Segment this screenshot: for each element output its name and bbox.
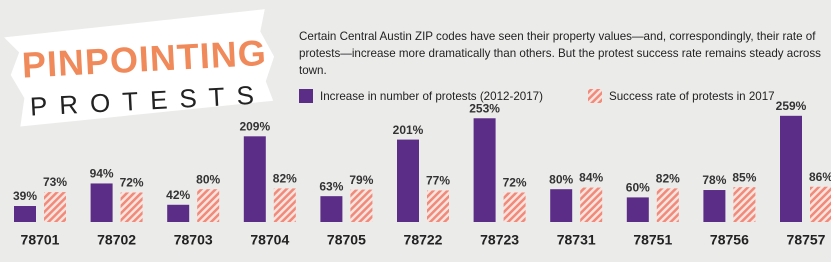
x-tick-label: 78751	[633, 232, 672, 248]
x-tick-label: 78702	[97, 232, 136, 248]
bar	[580, 187, 603, 222]
bar	[320, 196, 343, 222]
value-label: 80%	[549, 172, 573, 186]
value-label: 39%	[13, 189, 37, 203]
value-label: 42%	[166, 188, 190, 202]
value-label: 78%	[702, 173, 726, 187]
bar	[14, 206, 36, 222]
bar	[626, 197, 649, 222]
value-label: 85%	[732, 170, 756, 184]
value-label: 201%	[393, 123, 424, 137]
value-label: 63%	[319, 179, 343, 193]
value-label: 72%	[503, 176, 527, 190]
value-label: 82%	[273, 172, 297, 186]
x-tick-label: 78701	[21, 232, 60, 248]
bar	[780, 115, 802, 222]
bar	[44, 192, 66, 222]
bar	[733, 187, 756, 222]
value-label: 72%	[120, 176, 144, 190]
bar	[243, 136, 266, 222]
value-label: 60%	[626, 181, 650, 195]
bar	[197, 189, 220, 222]
value-label: 259%	[776, 99, 807, 113]
bar	[703, 190, 726, 222]
value-label: 77%	[426, 174, 450, 188]
legend-label: Success rate of protests in 2017	[609, 90, 775, 103]
bar	[503, 192, 526, 222]
bar	[550, 189, 573, 222]
x-tick-label: 78705	[327, 232, 366, 248]
bar	[473, 118, 496, 222]
value-label: 209%	[239, 119, 270, 133]
bar	[120, 192, 143, 222]
x-tick-label: 78756	[710, 232, 749, 248]
bar	[427, 190, 449, 222]
title-badge	[4, 9, 275, 127]
legend-label: Increase in number of protests (2012-201…	[320, 90, 543, 103]
bar	[810, 186, 831, 222]
x-tick-label: 78703	[174, 232, 213, 248]
value-label: 82%	[656, 172, 680, 186]
value-label: 86%	[809, 170, 831, 184]
badge-paper	[4, 9, 275, 127]
x-tick-label: 78704	[250, 232, 289, 248]
value-label: 80%	[196, 172, 220, 186]
bar	[273, 188, 296, 222]
bar	[397, 139, 419, 222]
value-label: 94%	[90, 167, 114, 181]
x-tick-label: 78723	[480, 232, 519, 248]
value-label: 73%	[43, 175, 67, 189]
value-label: 84%	[579, 171, 603, 185]
description: Certain Central Austin ZIP codes have se…	[299, 30, 821, 77]
value-label: 79%	[349, 173, 373, 187]
legend-swatch	[299, 89, 313, 103]
value-label: 253%	[469, 101, 500, 115]
bar	[167, 204, 190, 222]
bar	[90, 183, 113, 222]
x-tick-label: 78731	[557, 232, 596, 248]
legend-swatch	[588, 89, 602, 103]
x-tick-label: 78757	[787, 232, 826, 248]
x-tick-label: 78722	[404, 232, 443, 248]
bar	[350, 189, 373, 222]
bar	[656, 188, 679, 222]
